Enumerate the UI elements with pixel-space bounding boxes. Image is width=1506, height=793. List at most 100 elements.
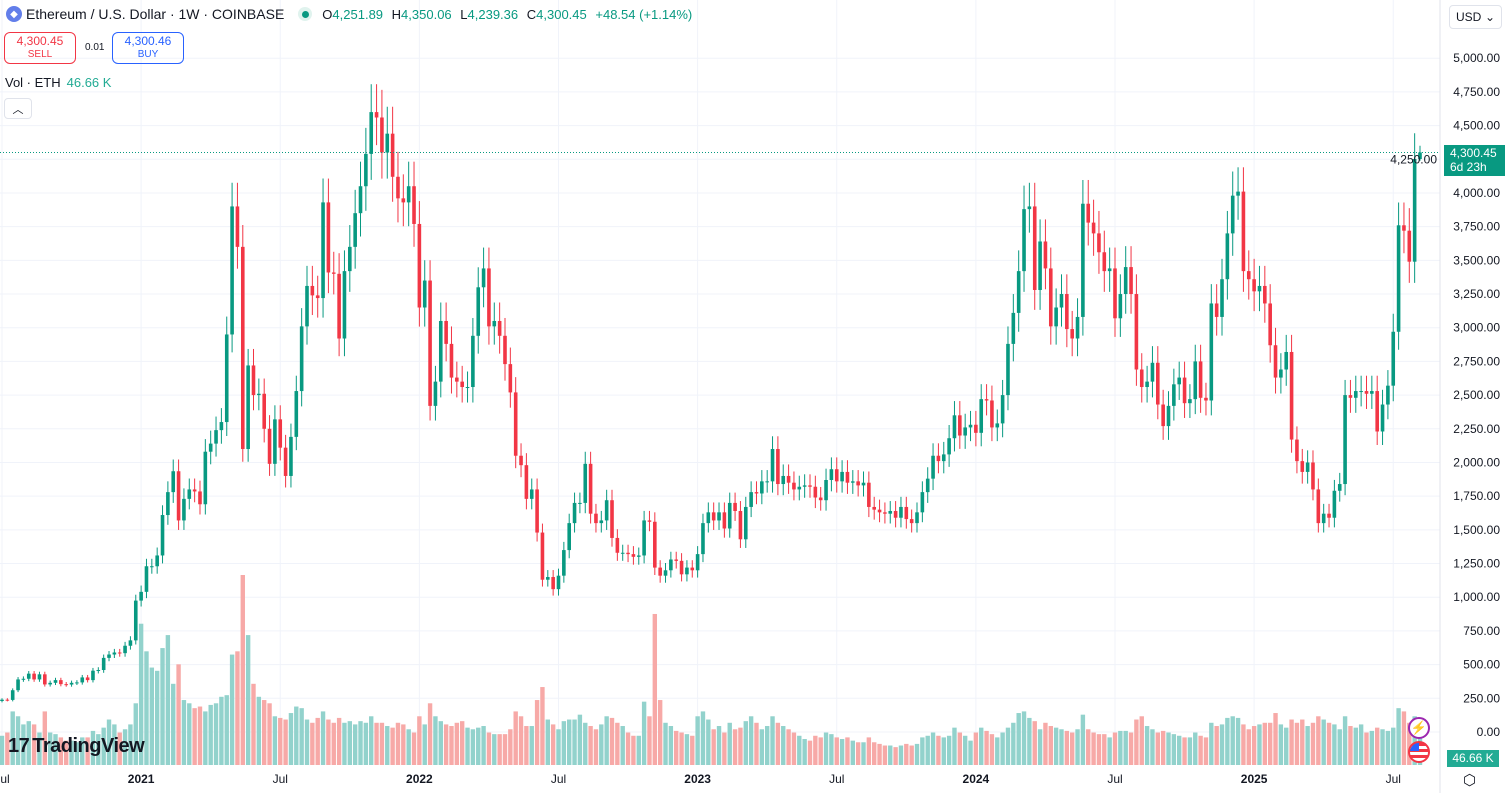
candle-body [513,392,518,456]
volume-bar [1364,732,1369,765]
candle-body [1370,391,1374,394]
candle-body [877,509,882,513]
collapse-legend-button[interactable]: ︿ [4,98,32,119]
currency-value: USD [1456,10,1482,24]
candle-body [251,365,256,396]
volume-bar [1284,727,1289,765]
volume-bar [1391,727,1396,765]
volume-bar [556,729,561,765]
candle-body [947,438,951,455]
volume-bar [395,722,401,765]
candle-body [144,566,149,592]
current-volume-tag: 46.66 K [1447,750,1499,767]
candle-body [797,486,802,490]
volume-bar [197,706,203,765]
volume-bar [625,732,631,765]
candle-body [1230,195,1235,234]
volume-bar [267,703,272,765]
candle-body [326,202,331,273]
candle-body [128,640,133,646]
y-tick-label: 3,000.00 [1453,321,1500,335]
candle-body [1075,316,1080,339]
volume-bar [64,740,69,765]
candle-body [235,206,240,247]
candle-body [1139,369,1144,388]
candle-body [16,679,20,691]
candle-body [925,478,930,493]
lightning-icon[interactable]: ⚡ [1408,717,1430,739]
volume-bar [743,721,748,765]
candle-body [133,600,138,641]
currency-dropdown[interactable]: USD ⌄ [1449,5,1502,29]
volume-legend[interactable]: Vol · ETH 46.66 K [5,75,111,90]
volume-bar [593,729,599,765]
buy-label: BUY [137,49,159,60]
candle-body [1070,329,1074,339]
candle-body [1006,343,1010,396]
buy-button[interactable]: 4,300.46 BUY [112,32,184,64]
candle-body [198,491,202,505]
candle-body [556,575,561,590]
candle-body [690,567,695,571]
candle-body [1118,294,1123,319]
y-tick-label: 1,250.00 [1453,557,1500,571]
volume-bar [941,737,946,765]
volume-bar [529,726,534,765]
y-tick-label: 2,000.00 [1453,455,1500,469]
us-flag-icon[interactable] [1408,741,1430,763]
volume-bar [385,726,390,765]
settings-gear-icon[interactable]: ⬡ [1463,772,1477,789]
symbol-title[interactable]: Ethereum / U.S. Dollar · 1W · COINBASE [26,6,285,22]
candle-body [899,506,903,518]
volume-bar [1412,716,1417,765]
candle-body [1359,391,1363,393]
candle-body [1016,271,1021,313]
tradingview-logo[interactable]: 17 TradingView [8,735,145,758]
volume-bar [352,724,358,765]
volume-bar [888,745,893,765]
candle-body [974,424,978,433]
candle-body [588,463,593,514]
volume-bar [1177,735,1182,765]
volume-bar [524,726,529,765]
volume-bar [459,721,465,765]
candle-body [481,268,486,288]
volume-bar [652,613,658,765]
candle-body [203,451,208,505]
volume-bar [577,714,583,765]
high-label: H [391,6,402,22]
candle-body [53,680,58,683]
candle-body [123,645,127,654]
volume-bar [80,737,85,765]
volume-bar [390,727,395,765]
volume-bar [738,727,743,765]
candle-body [856,481,860,486]
volume-bar [1326,722,1332,765]
volume-bar [42,711,48,765]
volume-bar [1310,722,1316,765]
candle-body [1177,377,1182,385]
candle-body [1273,345,1278,378]
candle-body [604,500,609,521]
tradingview-logo-icon: 17 [8,735,30,757]
volume-bar [898,745,904,765]
volume-bar [1123,730,1128,765]
candle-body [139,591,143,601]
low-label: L [460,6,468,22]
volume-bar [989,734,995,765]
x-tick-label: 2023 [684,772,711,786]
candle-body [802,485,807,487]
volume-bar [1257,724,1262,765]
candle-body [904,506,909,520]
sell-button[interactable]: 4,300.45 SELL [4,32,76,64]
volume-bar [1112,732,1118,765]
volume-bar [1401,711,1407,765]
candle-body [1102,252,1107,272]
volume-bar [668,726,674,765]
volume-bar [1337,729,1342,765]
candle-body [567,523,571,551]
candle-body [1150,362,1155,382]
candle-body [390,133,395,177]
candle-body [176,471,181,521]
